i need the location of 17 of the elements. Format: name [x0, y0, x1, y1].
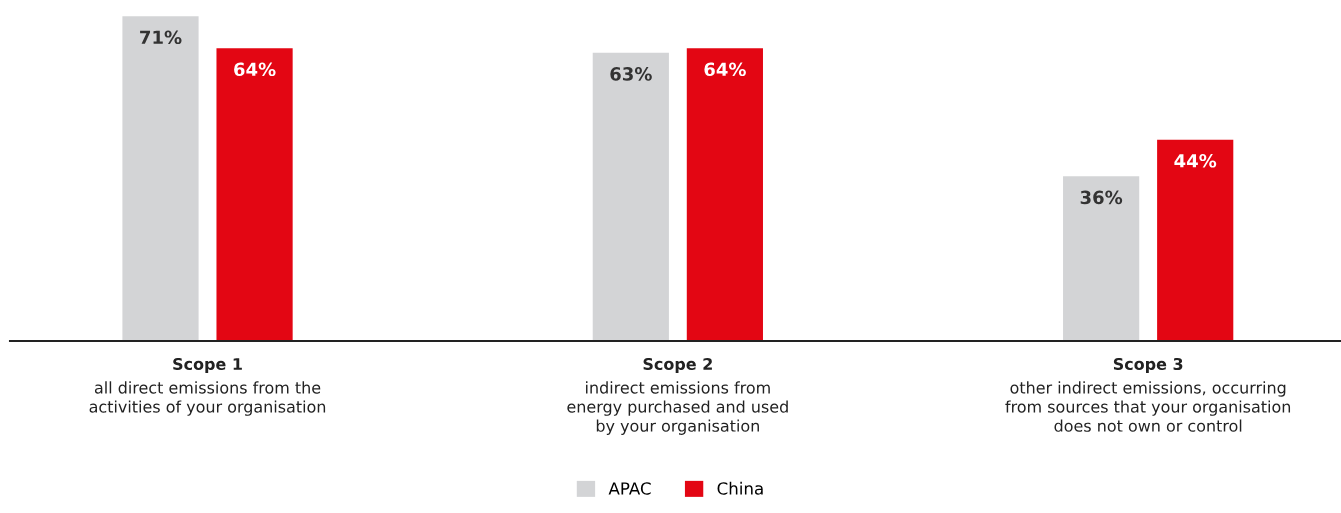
data-label: 36% [1080, 190, 1123, 205]
legend-label: China [717, 481, 763, 495]
data-label: 44% [1174, 153, 1217, 168]
legend-label: APAC [608, 482, 651, 495]
data-label: 63% [610, 67, 652, 81]
bar [1157, 139, 1234, 341]
bar [1063, 176, 1140, 341]
bar [216, 48, 293, 341]
x-tick-label: Scope 2 indirect emissions from energy purchased and used by your organisation [567, 357, 788, 435]
x-tick-label: Scope 3 other indirect emissions, occurring from sources that your organisation does not own or control [1005, 357, 1291, 432]
data-label: 64% [234, 62, 276, 77]
bar [686, 48, 763, 341]
data-label: 64% [704, 62, 746, 77]
bar [592, 52, 669, 341]
x-tick-label: Scope 1 all direct emissions from the activities of your organisation [89, 357, 326, 416]
bar [122, 16, 199, 341]
data-label: 71% [140, 30, 182, 45]
